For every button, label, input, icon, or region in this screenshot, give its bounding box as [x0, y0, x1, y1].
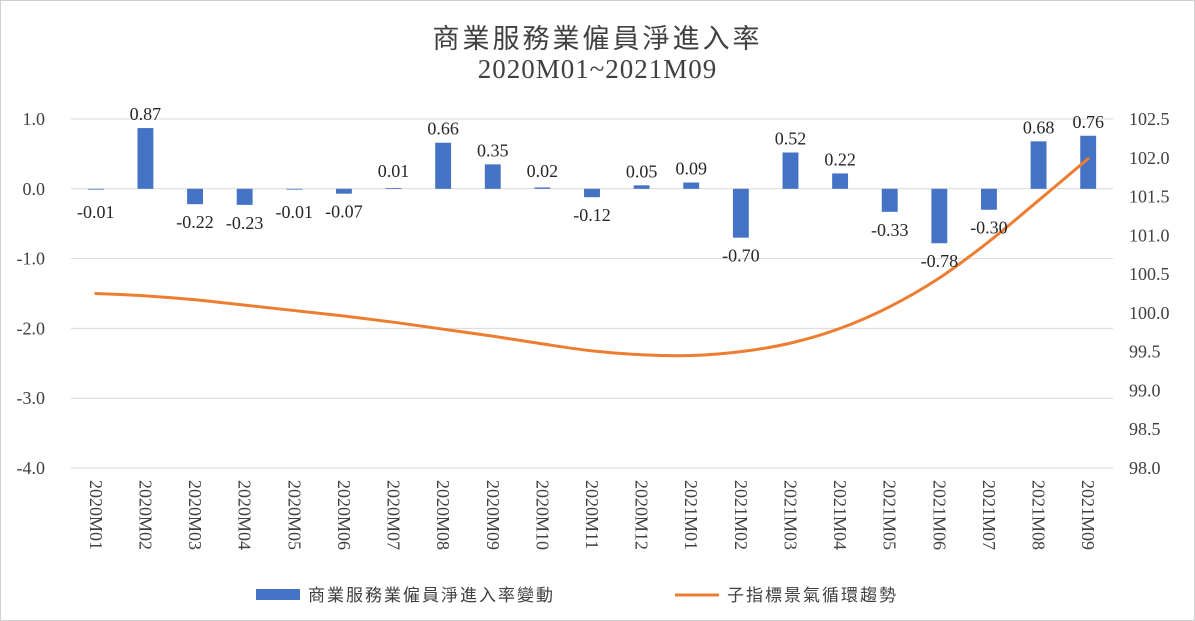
bar — [981, 188, 997, 210]
x-tick-label: 2021M09 — [1078, 480, 1098, 550]
chart-title: 商業服務業僱員淨進入率 — [432, 24, 763, 54]
x-tick-label: 2020M11 — [582, 480, 602, 549]
x-tick-label: 2021M03 — [780, 480, 800, 550]
y-left-tick-label: 0.0 — [23, 179, 46, 199]
legend-bar-label: 商業服務業僱員淨進入率變動 — [308, 586, 555, 606]
data-label: 0.76 — [1072, 112, 1104, 132]
data-label: 0.01 — [378, 161, 410, 181]
y-right-tick-label: 101.0 — [1129, 225, 1170, 245]
y-right-ticks: 102.5 102.0 101.5 101.0 100.5 100.0 99.5 99.0 98… — [1129, 109, 1170, 478]
legend-line-label: 子指標景氣循環趨勢 — [727, 586, 898, 606]
y-right-tick-label: 98.5 — [1129, 419, 1161, 439]
y-right-tick-label: 102.0 — [1129, 148, 1170, 168]
chart-subtitle: 2020M01~2021M09 — [477, 54, 718, 84]
y-right-tick-label: 101.5 — [1129, 187, 1170, 207]
line-series — [94, 157, 1090, 358]
x-tick-label: 2020M09 — [483, 480, 503, 550]
data-label: 0.09 — [675, 159, 707, 179]
data-label: -0.22 — [176, 212, 214, 232]
bar — [881, 188, 898, 212]
data-label: -0.78 — [921, 251, 959, 271]
data-label: -0.23 — [226, 213, 264, 233]
data-label: -0.30 — [970, 218, 1008, 238]
x-tick-label: 2020M03 — [185, 480, 205, 550]
y-right-tick-label: 99.0 — [1129, 380, 1161, 400]
data-label: 0.22 — [824, 149, 856, 169]
gridlines — [71, 118, 1113, 469]
y-right-tick-label: 102.5 — [1129, 109, 1170, 129]
bar — [732, 188, 749, 238]
bar — [1080, 135, 1097, 189]
bar — [385, 188, 402, 189]
data-label: 0.87 — [130, 104, 162, 124]
bar — [1030, 141, 1047, 189]
x-tick-label: 2020M08 — [433, 480, 453, 550]
x-tick-label: 2021M05 — [880, 480, 900, 550]
data-label: 0.52 — [775, 129, 807, 149]
bar — [534, 187, 551, 189]
data-label: 0.02 — [527, 161, 559, 181]
y-left-tick-label: -3.0 — [17, 388, 46, 408]
data-label: 0.66 — [427, 119, 459, 139]
y-right-tick-label: 99.5 — [1129, 342, 1161, 362]
data-label: -0.01 — [77, 202, 115, 222]
bar — [87, 188, 104, 190]
x-tick-label: 2020M01 — [86, 480, 106, 550]
bar — [633, 185, 650, 189]
y-left-tick-label: -1.0 — [17, 249, 46, 269]
bar — [782, 152, 799, 189]
x-tick-label: 2020M07 — [384, 480, 404, 550]
data-label: -0.12 — [573, 205, 611, 225]
bar — [335, 188, 352, 194]
bar — [931, 188, 948, 244]
x-tick-label: 2020M04 — [235, 480, 255, 550]
x-ticks: 2020M01 2020M02 2020M03 2020M04 2020M05 2020M… — [86, 480, 1098, 550]
y-left-ticks: 1.0 0.0 -1.0 -2.0 -3.0 -4.0 — [17, 109, 46, 478]
data-label: 0.35 — [477, 140, 509, 160]
data-label: -0.33 — [871, 220, 909, 240]
x-tick-label: 2020M06 — [334, 480, 354, 550]
data-label: -0.70 — [722, 246, 760, 266]
data-label: 0.68 — [1023, 117, 1055, 137]
y-right-tick-label: 100.0 — [1129, 303, 1170, 323]
bar — [137, 128, 154, 189]
x-tick-label: 2021M02 — [731, 480, 751, 550]
y-left-tick-label: -2.0 — [17, 318, 46, 338]
x-tick-label: 2021M04 — [830, 480, 850, 550]
y-left-tick-label: -4.0 — [17, 458, 46, 478]
bar — [187, 188, 203, 205]
x-tick-label: 2020M10 — [532, 480, 552, 550]
data-label: -0.07 — [325, 202, 363, 222]
data-labels: -0.01 0.87 -0.22 -0.23 -0.01 -0.07 0.01 0.66 0.3… — [77, 104, 1104, 271]
y-left-tick-label: 1.0 — [23, 109, 46, 129]
legend-bar-swatch — [256, 589, 300, 600]
x-tick-label: 2021M07 — [979, 480, 999, 550]
bar — [584, 188, 600, 198]
y-right-tick-label: 100.5 — [1129, 264, 1170, 284]
bar — [236, 188, 253, 205]
x-tick-label: 2020M05 — [284, 480, 304, 550]
data-label: -0.01 — [276, 202, 314, 222]
x-tick-label: 2021M06 — [929, 480, 949, 550]
bar — [683, 182, 700, 189]
x-tick-label: 2021M01 — [681, 480, 701, 550]
x-tick-label: 2021M08 — [1029, 480, 1049, 550]
bar — [286, 188, 303, 190]
y-right-tick-label: 98.0 — [1129, 458, 1161, 478]
trend-line — [94, 157, 1090, 358]
x-tick-label: 2020M02 — [135, 480, 155, 550]
legend: 商業服務業僱員淨進入率變動 子指標景氣循環趨勢 — [256, 586, 898, 606]
data-label: 0.05 — [626, 161, 658, 181]
bar — [484, 164, 501, 189]
x-tick-label: 2020M12 — [632, 480, 652, 550]
bar — [435, 142, 452, 189]
bar — [832, 173, 849, 189]
bar-series — [87, 128, 1097, 244]
